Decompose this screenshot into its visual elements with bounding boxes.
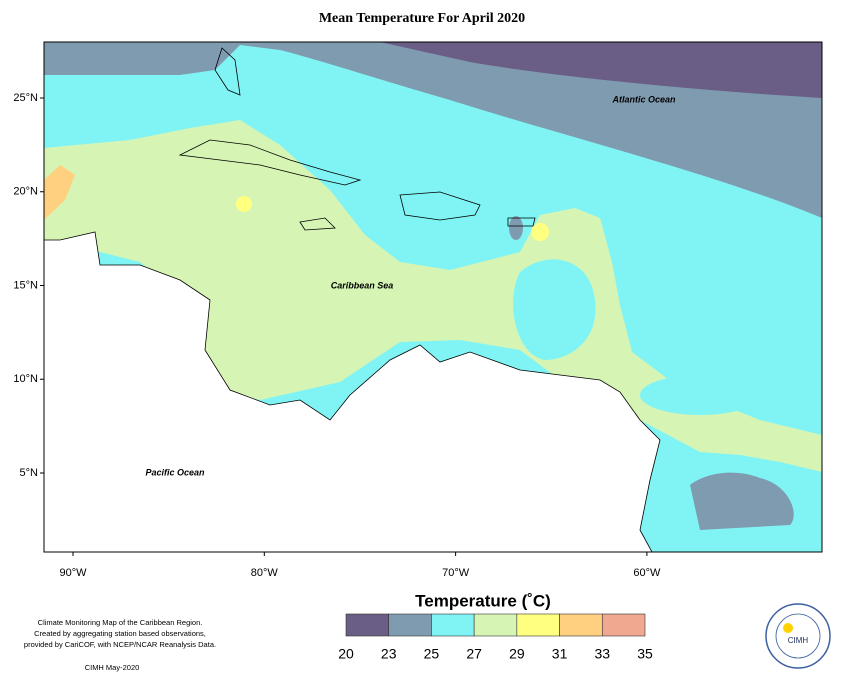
footer: Climate Monitoring Map of the Caribbean … xyxy=(24,618,216,672)
lon-label: 60°W xyxy=(633,567,661,579)
land xyxy=(44,231,661,552)
lat-label: 5°N xyxy=(20,467,39,479)
lat-label: 10°N xyxy=(13,373,38,385)
legend-tick: 27 xyxy=(466,646,482,662)
legend-swatch xyxy=(516,613,560,637)
axes: 25°N 20°N 15°N 10°N 5°N 90°W 80°W 70°W 60°W xyxy=(13,92,661,579)
logo-text: CIMH xyxy=(788,636,809,645)
map-title: Mean Temperature For April 2020 xyxy=(319,11,525,26)
legend: 20 23 25 27 29 31 33 35 xyxy=(338,613,653,662)
region-yellow xyxy=(236,196,252,212)
logo: CIMH xyxy=(765,603,831,669)
region-blue xyxy=(44,42,822,218)
legend-swatch xyxy=(473,613,518,637)
footer-line: Created by aggregating station based obs… xyxy=(34,629,206,638)
legend-swatch xyxy=(388,613,432,637)
florida xyxy=(214,47,241,96)
lat-label: 25°N xyxy=(13,92,38,104)
legend-swatch xyxy=(601,613,646,637)
lat-label: 20°N xyxy=(13,186,38,198)
logo-sun xyxy=(783,623,793,633)
lon-label: 80°W xyxy=(251,567,279,579)
legend-title: Temperature (˚C) xyxy=(415,591,551,610)
region-cyan-blob xyxy=(513,259,596,360)
lon-label: 70°W xyxy=(442,567,470,579)
island-hispaniola xyxy=(399,191,481,221)
legend-swatch xyxy=(345,613,390,637)
legend-tick: 35 xyxy=(637,646,653,662)
legend-tick: 23 xyxy=(381,646,397,662)
footer-credit: CIMH May-2020 xyxy=(85,663,140,672)
region-purple xyxy=(380,42,822,98)
region-label: Atlantic Ocean xyxy=(611,94,676,104)
footer-line: provided by CariCOF, with NCEP/NCAR Rean… xyxy=(24,640,216,649)
legend-tick: 33 xyxy=(594,646,610,662)
island-jamaica xyxy=(299,217,336,231)
legend-tick: 31 xyxy=(552,646,568,662)
island-puerto-rico xyxy=(507,217,536,227)
region-blue xyxy=(690,472,794,530)
region-blue xyxy=(509,216,523,240)
map-area: Atlantic Ocean Caribbean Sea Pacific Oce… xyxy=(44,42,822,552)
region-orange xyxy=(44,165,75,220)
island-cuba xyxy=(178,139,362,186)
region-label: Caribbean Sea xyxy=(331,280,394,290)
lon-label: 90°W xyxy=(59,567,87,579)
legend-swatch xyxy=(559,613,603,637)
footer-line: Climate Monitoring Map of the Caribbean … xyxy=(38,618,203,627)
map-frame xyxy=(43,41,823,553)
legend-tick: 25 xyxy=(424,646,440,662)
legend-tick: 20 xyxy=(338,646,354,662)
legend-swatch xyxy=(431,613,475,637)
region-yellow xyxy=(531,223,549,241)
lat-label: 15°N xyxy=(13,279,38,291)
region-cyan-blob xyxy=(640,375,760,415)
legend-tick: 29 xyxy=(509,646,525,662)
region-label: Pacific Ocean xyxy=(145,467,205,477)
